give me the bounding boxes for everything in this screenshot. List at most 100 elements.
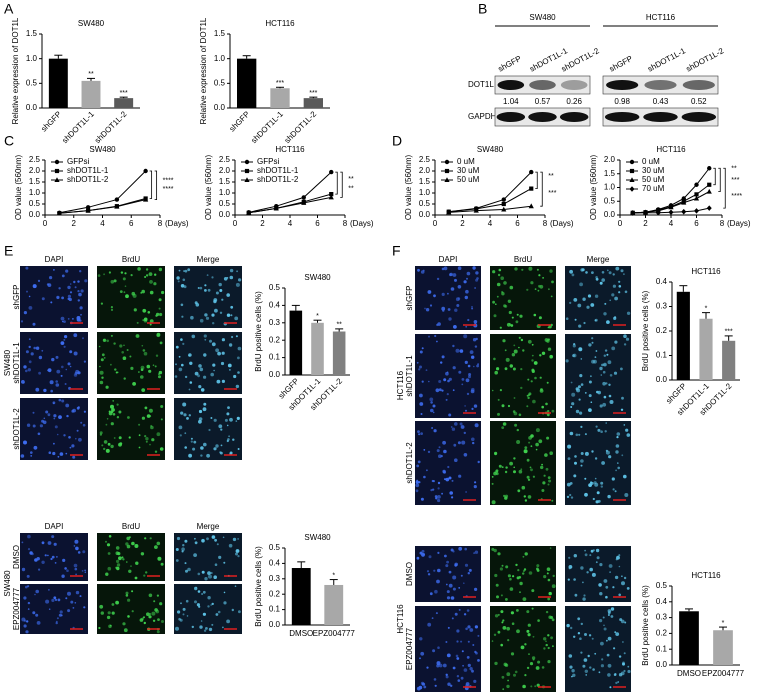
- cell-nucleus: [518, 346, 520, 349]
- y-tick-label: 0.0: [604, 210, 616, 219]
- cell-nucleus: [533, 361, 538, 365]
- cell-nucleus: [477, 363, 479, 365]
- cell-nucleus: [421, 380, 424, 383]
- cell-nucleus: [437, 487, 440, 490]
- cell-nucleus: [582, 297, 586, 301]
- cell-nucleus: [53, 269, 55, 271]
- cell-nucleus: [74, 567, 78, 571]
- significance-bracket: [713, 167, 716, 186]
- cell-nucleus: [457, 679, 461, 682]
- cell-nucleus: [618, 280, 621, 283]
- cell-nucleus: [614, 575, 619, 580]
- cell-nucleus: [584, 392, 587, 394]
- cell-nucleus: [503, 662, 508, 667]
- cell-nucleus: [583, 658, 588, 662]
- cell-nucleus: [146, 414, 151, 418]
- cell-nucleus: [491, 476, 494, 478]
- significance-bracket: [335, 171, 338, 195]
- cell-nucleus: [48, 608, 51, 610]
- x-tick-label: EPZ004777: [313, 629, 356, 638]
- micrograph: [565, 334, 631, 418]
- cell-nucleus: [138, 434, 141, 437]
- cell-nucleus: [229, 275, 234, 280]
- cell-nucleus: [495, 303, 497, 306]
- data-line: [59, 199, 146, 214]
- cell-nucleus: [608, 564, 613, 568]
- cell-nucleus: [73, 333, 78, 338]
- cell-nucleus: [138, 371, 140, 373]
- cell-nucleus: [55, 380, 58, 383]
- cell-nucleus: [454, 563, 458, 567]
- cell-nucleus: [532, 658, 535, 661]
- cell-nucleus: [526, 629, 530, 633]
- x-axis-label: (Days): [350, 219, 374, 228]
- cell-nucleus: [78, 292, 82, 297]
- cell-nucleus: [543, 637, 547, 641]
- cell-nucleus: [606, 639, 608, 642]
- cell-nucleus: [235, 549, 240, 553]
- cell-nucleus: [471, 669, 474, 673]
- cell-nucleus: [223, 277, 228, 281]
- cell-nucleus: [514, 670, 518, 674]
- cell-nucleus: [212, 322, 215, 325]
- cell-nucleus: [236, 416, 240, 420]
- row-label: shDOT1L-1: [12, 342, 21, 384]
- cell-nucleus: [500, 276, 505, 281]
- cell-nucleus: [151, 438, 155, 442]
- cell-nucleus: [609, 686, 612, 689]
- cell-nucleus: [524, 552, 528, 556]
- cell-nucleus: [54, 425, 58, 429]
- cell-nucleus: [591, 271, 594, 274]
- cell-nucleus: [611, 346, 616, 351]
- cell-nucleus: [420, 432, 423, 435]
- cell-nucleus: [539, 376, 542, 379]
- cell-nucleus: [237, 346, 242, 351]
- cell-nucleus: [599, 592, 603, 596]
- cell-nucleus: [453, 325, 457, 329]
- cell-nucleus: [184, 539, 188, 543]
- cell-nucleus: [237, 371, 240, 374]
- cell-nucleus: [145, 268, 149, 271]
- cell-nucleus: [440, 361, 443, 364]
- cell-nucleus: [229, 369, 231, 371]
- cell-nucleus: [524, 674, 527, 677]
- cell-nucleus: [204, 289, 207, 292]
- cell-nucleus: [65, 269, 69, 273]
- cell-nucleus: [213, 418, 217, 422]
- cell-nucleus: [494, 573, 498, 578]
- y-tick-label: 2.0: [29, 166, 41, 175]
- cell-nucleus: [177, 610, 181, 614]
- cell-nucleus: [428, 335, 430, 338]
- cell-nucleus: [20, 320, 24, 323]
- cell-nucleus: [78, 437, 82, 442]
- cell-nucleus: [623, 669, 626, 673]
- data-point: [446, 209, 452, 215]
- cell-nucleus: [103, 339, 105, 341]
- cell-nucleus: [530, 445, 533, 448]
- cell-nucleus: [531, 343, 534, 346]
- cell-nucleus: [463, 431, 466, 435]
- cell-nucleus: [178, 425, 183, 430]
- data-line: [248, 171, 332, 213]
- significance-label: ***: [725, 329, 733, 336]
- cell-nucleus: [509, 285, 514, 290]
- cell-nucleus: [175, 345, 179, 349]
- cell-nucleus: [622, 641, 624, 643]
- cell-nucleus: [495, 583, 499, 587]
- cell-nucleus: [188, 453, 193, 458]
- row-label: DMSO: [405, 562, 414, 586]
- cell-nucleus: [468, 373, 472, 376]
- cell-nucleus: [148, 615, 152, 619]
- cell-nucleus: [472, 644, 475, 646]
- cell-nucleus: [437, 551, 440, 555]
- cell-nucleus: [523, 495, 526, 498]
- data-point: [501, 197, 506, 202]
- cell-nucleus: [580, 383, 584, 386]
- cell-nucleus: [198, 385, 202, 389]
- cell-nucleus: [509, 461, 513, 466]
- cell-nucleus: [450, 684, 453, 687]
- cell-nucleus: [545, 610, 549, 614]
- cell-nucleus: [125, 542, 129, 546]
- cell-nucleus: [82, 550, 86, 554]
- cell-nucleus: [500, 643, 504, 647]
